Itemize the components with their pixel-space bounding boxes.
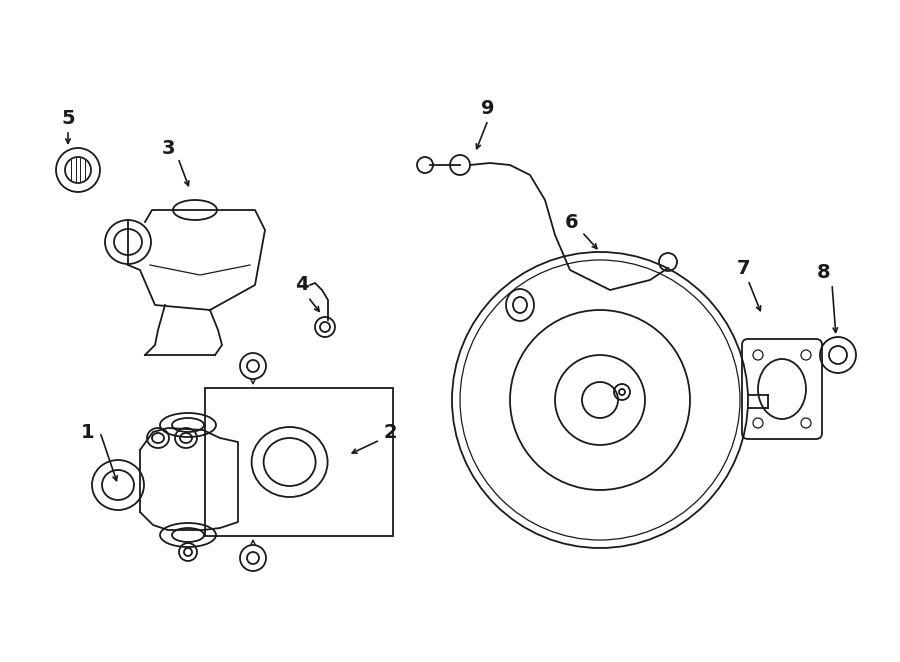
Text: 3: 3	[161, 138, 175, 158]
Bar	[205, 388, 393, 536]
Text: 6: 6	[565, 213, 579, 232]
Text: 4: 4	[295, 275, 309, 295]
Text: 7: 7	[737, 258, 751, 277]
Text: 2: 2	[383, 422, 397, 442]
Text: 8: 8	[817, 263, 831, 281]
Text: 1: 1	[81, 422, 94, 442]
Text: 5: 5	[61, 109, 75, 128]
Text: 9: 9	[482, 99, 495, 117]
